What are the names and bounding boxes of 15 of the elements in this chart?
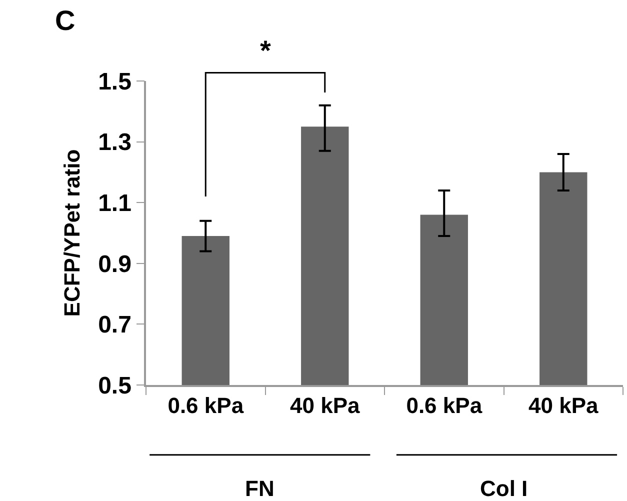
text: Col I bbox=[480, 476, 528, 501]
y-tick-label: 1.5 bbox=[98, 68, 132, 96]
y-tick-label: 0.9 bbox=[98, 250, 132, 278]
x-tick-label: 40 kPa bbox=[528, 393, 600, 418]
text: * bbox=[260, 35, 271, 66]
y-tick-label: 0.5 bbox=[98, 372, 132, 400]
text: FN bbox=[245, 476, 274, 501]
text: C bbox=[55, 5, 76, 36]
y-tick-label: 1.3 bbox=[98, 129, 132, 156]
x-tick-label: 40 kPa bbox=[290, 393, 361, 418]
y-tick-label: 1.1 bbox=[98, 190, 132, 217]
x-tick-label: 0.6 kPa bbox=[406, 393, 483, 418]
y-tick-label: 0.7 bbox=[98, 312, 132, 339]
x-tick-label: 0.6 kPa bbox=[168, 393, 244, 418]
y-axis-title: ECFP/YPet ratio bbox=[59, 149, 84, 317]
